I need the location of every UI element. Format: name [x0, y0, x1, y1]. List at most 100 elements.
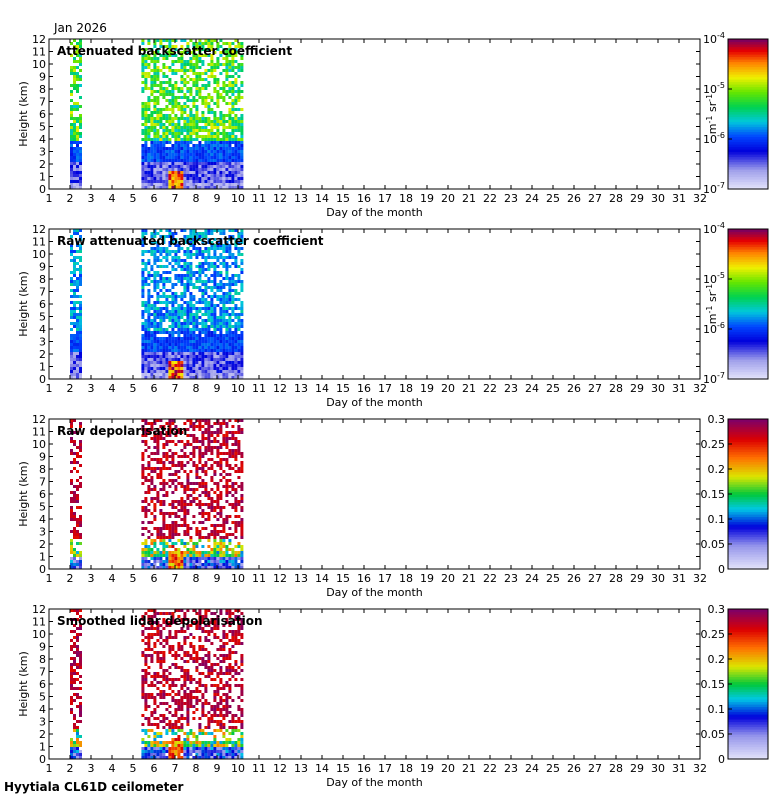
x-tick-label: 13: [294, 762, 308, 775]
x-tick-label: 1: [46, 762, 53, 775]
y-tick-label: 12: [32, 223, 46, 236]
x-tick-label: 3: [88, 762, 95, 775]
x-tick-label: 9: [214, 382, 221, 395]
y-tick-label: 12: [32, 33, 46, 46]
colorbar: 10-710-610-510-4m-1 sr-1: [703, 221, 769, 386]
panel-2: 1 2 3 4 5 6 7 8 9 10 11 12 13 14 15 16 17 18 19 20 21 22 23 24 2…: [17, 221, 769, 409]
x-tick-label: 2: [67, 382, 74, 395]
x-tick-label: 31: [672, 762, 686, 775]
panel-1: 1 2 3 4 5 6 7 8 9 10 11 12 13 14 15 16 17 18 19 20 21 22 23 24 2…: [17, 31, 769, 219]
colorbar-tick-label: 0.25: [701, 628, 726, 641]
x-tick-label: 30: [651, 572, 665, 585]
x-tick-label: 16: [357, 382, 371, 395]
x-tick-label: 13: [294, 572, 308, 585]
x-tick-label: 12: [273, 762, 287, 775]
footer-label: Hyytiala CL61D ceilometer: [4, 780, 184, 794]
x-tick-label: 8: [193, 382, 200, 395]
period-label: Jan 2026: [54, 21, 107, 35]
x-tick-label: 13: [294, 192, 308, 205]
colorbar-tick-label: 10-4: [703, 31, 725, 46]
x-axis-label: Day of the month: [326, 776, 423, 789]
colorbar-tick-label: 0.3: [708, 413, 726, 426]
colorbar-tick-label: 10-7: [703, 181, 725, 196]
colorbar-unit: m-1 sr-1: [705, 284, 719, 324]
x-tick-label: 1: [46, 192, 53, 205]
x-tick-label: 29: [630, 762, 644, 775]
y-tick-label: 6: [39, 488, 46, 501]
colorbar-tick-label: 0.3: [708, 603, 726, 616]
x-tick-label: 11: [252, 762, 266, 775]
x-tick-label: 23: [504, 572, 518, 585]
y-tick-label: 3: [39, 716, 46, 729]
colorbar-tick-label: 0: [718, 563, 725, 576]
x-tick-label: 11: [252, 572, 266, 585]
x-tick-label: 4: [109, 382, 116, 395]
y-tick-label: 1: [39, 551, 46, 564]
x-tick-label: 6: [151, 382, 158, 395]
x-tick-label: 27: [588, 382, 602, 395]
x-tick-label: 24: [525, 192, 539, 205]
heatmap-cells: [70, 39, 244, 189]
y-tick-label: 4: [39, 703, 46, 716]
y-tick-label: 0: [39, 373, 46, 386]
x-tick-label: 3: [88, 192, 95, 205]
y-tick-label: 1: [39, 171, 46, 184]
colorbar-unit: m-1 sr-1: [705, 94, 719, 134]
x-tick-label: 19: [420, 762, 434, 775]
x-tick-label: 12: [273, 192, 287, 205]
x-tick-label: 29: [630, 572, 644, 585]
x-tick-label: 4: [109, 572, 116, 585]
x-tick-label: 18: [399, 572, 413, 585]
y-tick-label: 12: [32, 413, 46, 426]
y-tick-label: 9: [39, 261, 46, 274]
y-tick-label: 2: [39, 158, 46, 171]
colorbar-tick-label: 10-7: [703, 371, 725, 386]
x-tick-label: 15: [336, 382, 350, 395]
y-tick-label: 0: [39, 183, 46, 196]
x-tick-label: 20: [441, 192, 455, 205]
x-tick-label: 19: [420, 192, 434, 205]
x-tick-label: 1: [46, 572, 53, 585]
x-tick-label: 2: [67, 572, 74, 585]
x-tick-label: 4: [109, 192, 116, 205]
heatmap-cells: [70, 609, 244, 759]
y-tick-label: 5: [39, 691, 46, 704]
x-tick-label: 20: [441, 572, 455, 585]
y-tick-label: 3: [39, 146, 46, 159]
y-tick-label: 11: [32, 236, 46, 249]
x-tick-label: 30: [651, 192, 665, 205]
x-tick-label: 9: [214, 762, 221, 775]
x-tick-label: 16: [357, 762, 371, 775]
colorbar-tick-label: 0.05: [701, 728, 726, 741]
x-tick-label: 17: [378, 762, 392, 775]
x-tick-label: 14: [315, 382, 329, 395]
panel-title: Smoothed lidar depolarisation: [57, 614, 263, 628]
x-tick-label: 22: [483, 572, 497, 585]
x-tick-label: 16: [357, 572, 371, 585]
x-tick-label: 22: [483, 762, 497, 775]
heatmap-cells: [70, 229, 244, 379]
x-tick-label: 4: [109, 762, 116, 775]
x-axis-label: Day of the month: [326, 206, 423, 219]
x-tick-label: 32: [693, 762, 707, 775]
x-tick-label: 15: [336, 192, 350, 205]
x-tick-label: 22: [483, 192, 497, 205]
y-tick-label: 2: [39, 348, 46, 361]
x-tick-label: 9: [214, 192, 221, 205]
x-tick-label: 24: [525, 762, 539, 775]
x-tick-label: 10: [231, 192, 245, 205]
y-tick-label: 1: [39, 361, 46, 374]
x-tick-label: 32: [693, 382, 707, 395]
colorbar-tick-label: 10-5: [703, 271, 725, 286]
x-axis-label: Day of the month: [326, 396, 423, 409]
y-tick-label: 5: [39, 121, 46, 134]
x-tick-label: 15: [336, 762, 350, 775]
x-axis-label: Day of the month: [326, 586, 423, 599]
x-tick-label: 19: [420, 382, 434, 395]
x-tick-label: 32: [693, 572, 707, 585]
y-tick-label: 8: [39, 273, 46, 286]
x-tick-label: 23: [504, 192, 518, 205]
colorbar-tick-label: 10-5: [703, 81, 725, 96]
heatmap-cells: [70, 419, 244, 569]
